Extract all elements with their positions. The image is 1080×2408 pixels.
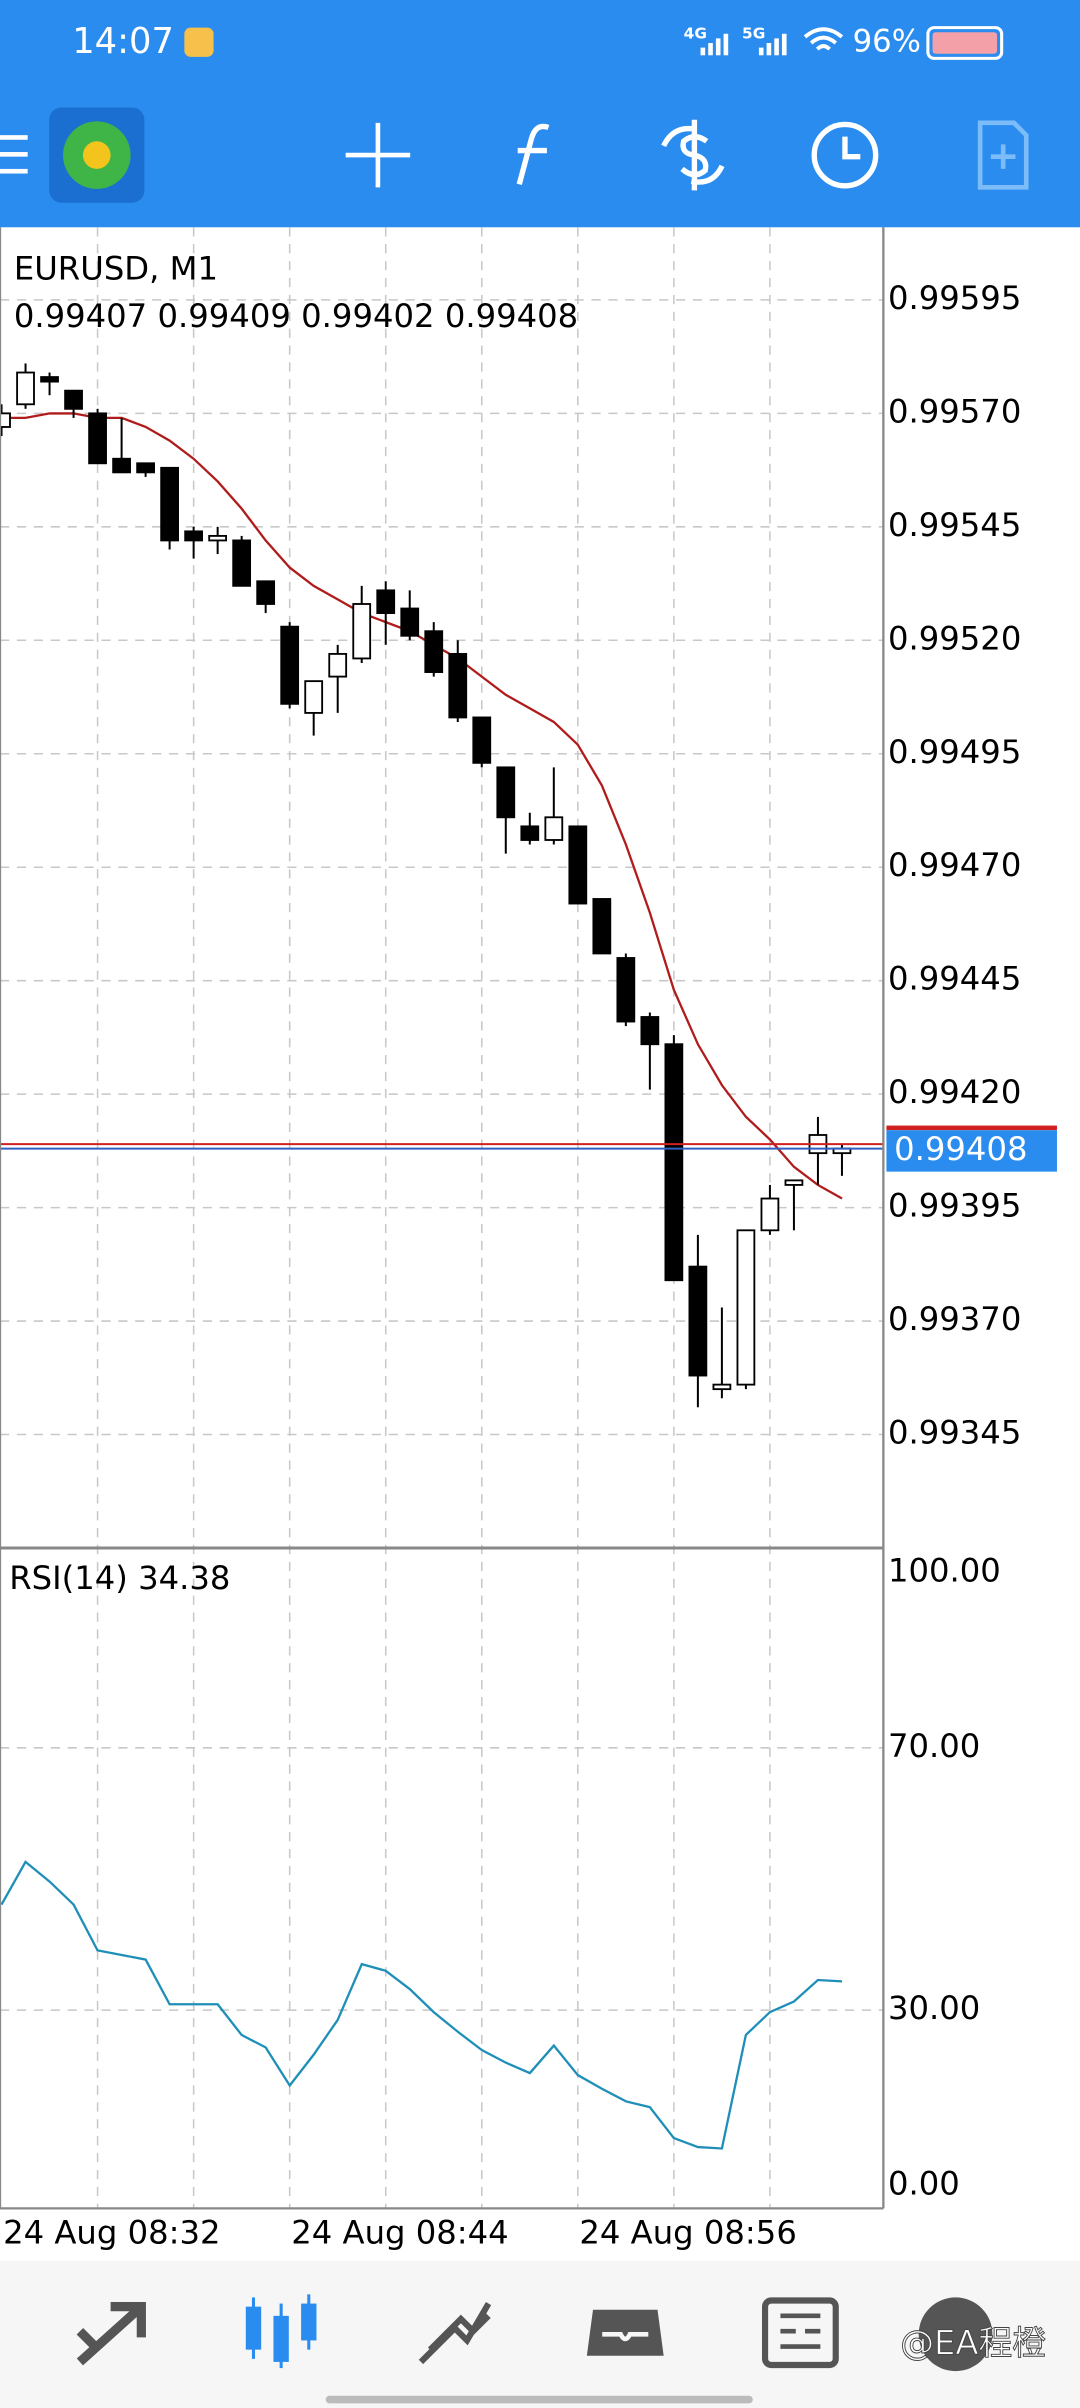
candle-body [232,539,252,587]
candle-body [328,652,348,678]
candle-body [40,376,59,383]
watermark: @EA程橙 [900,2324,1046,2363]
rsi-line [0,1860,843,2150]
candle-body [544,816,564,841]
app-header [0,0,1080,228]
candle-body [16,371,35,406]
candle-body [520,825,540,841]
low-value: 0.99402 [301,297,434,335]
candle-body [448,652,468,719]
trade-tab[interactable] [418,2302,492,2365]
y-tick-label: 30.00 [888,1989,980,2027]
candle-body [424,630,444,673]
candle-body [400,607,420,637]
price-label-box [886,1130,1057,1172]
home-indicator [325,2395,753,2404]
x-tick-label: 24 Aug 08:32 [3,2213,220,2251]
crosshair-button[interactable] [345,122,411,188]
close-value: 0.99408 [445,297,578,335]
y-tick-label: 0.99545 [888,506,1021,544]
rsi-readout: RSI(14) 34.38 [9,1559,230,1597]
signal-icons [700,33,787,56]
chart-area: 0.99595 0.99570 0.99545 0.99520 0.99495 0.994… [0,227,1057,2251]
y-tick-label: 0.99345 [888,1414,1021,1452]
news-tab-lines [780,2313,821,2349]
network-label: 4G [684,24,707,42]
y-tick-label: 0.99445 [888,960,1021,998]
candle-body [88,412,107,465]
ohlc-readout: 0.99407 0.99409 0.99402 0.99408 [14,297,578,335]
news-tab[interactable] [761,2297,839,2369]
candle-body [208,534,228,542]
candle-body [64,389,83,410]
candle-body [304,680,324,714]
candle-body [592,898,612,955]
candle-body [784,1179,804,1186]
y-tick-label: 0.99495 [888,733,1021,771]
history-tab-detail [602,2331,649,2342]
candle-body [760,1197,780,1232]
candle-body [0,412,11,428]
y-tick-label: 0.99395 [888,1187,1021,1225]
indicators-button[interactable] [516,123,550,185]
x-tick-label: 24 Aug 08:44 [291,2213,508,2251]
candle-body [736,1229,756,1386]
chart-tab[interactable] [245,2294,317,2369]
trade-button[interactable] [661,119,725,191]
network-label: 5G [742,24,765,42]
rsi-value: 34.38 [138,1559,230,1597]
price-label: 0.99408 [894,1130,1027,1168]
menu-button[interactable] [0,135,28,174]
settings-tab[interactable] [918,2297,993,2372]
open-value: 0.99407 [14,297,147,335]
candle-body [376,589,396,614]
battery-level: 96% [853,24,921,60]
high-value: 0.99409 [157,297,290,335]
candle-body [136,462,155,474]
candle-body [256,580,276,605]
moving-average [1,412,843,1200]
candle-body [496,766,516,819]
y-tick-label: 0.99420 [888,1073,1021,1111]
x-tick-label: 24 Aug 08:56 [579,2213,796,2251]
candle-body [688,1265,708,1377]
quotes-tab[interactable] [76,2302,146,2366]
clock: 14:07 [72,21,174,62]
y-tick-label: 0.99370 [888,1300,1021,1338]
wifi-icon [803,27,844,51]
candle-body [472,716,492,764]
candle-body [112,457,131,474]
notification-icon [184,27,214,57]
y-tick-label: 0.99520 [888,619,1021,657]
symbol-title: EURUSD, M1 [14,249,218,287]
bottom-nav [0,2260,1080,2408]
period-hands [842,136,861,160]
y-tick-label: 100.00 [888,1552,1001,1590]
history-tab[interactable] [586,2309,664,2356]
candle-body [352,603,372,660]
y-tick-label: 0.99470 [888,846,1021,884]
period-button[interactable] [811,121,879,189]
rsi-title: RSI(14) [9,1559,128,1597]
candle-body [712,1383,732,1391]
templates-button[interactable] [977,120,1029,190]
candle-body [664,1043,684,1282]
y-tick-label: 0.99595 [888,279,1021,317]
battery-fill [932,32,998,54]
candle-body [640,1016,660,1046]
y-tick-label: 0.00 [888,2164,960,2202]
candle-body [184,530,204,542]
y-tick-label: 0.99570 [888,392,1021,430]
ask-marker [886,1125,1057,1131]
candle-body [280,625,300,705]
candle-body [568,825,588,905]
battery-icon [926,26,1004,60]
y-tick-label: 70.00 [888,1727,980,1765]
candle-body [616,957,636,1023]
app-logo-center [82,141,111,169]
candle-body [160,466,179,542]
